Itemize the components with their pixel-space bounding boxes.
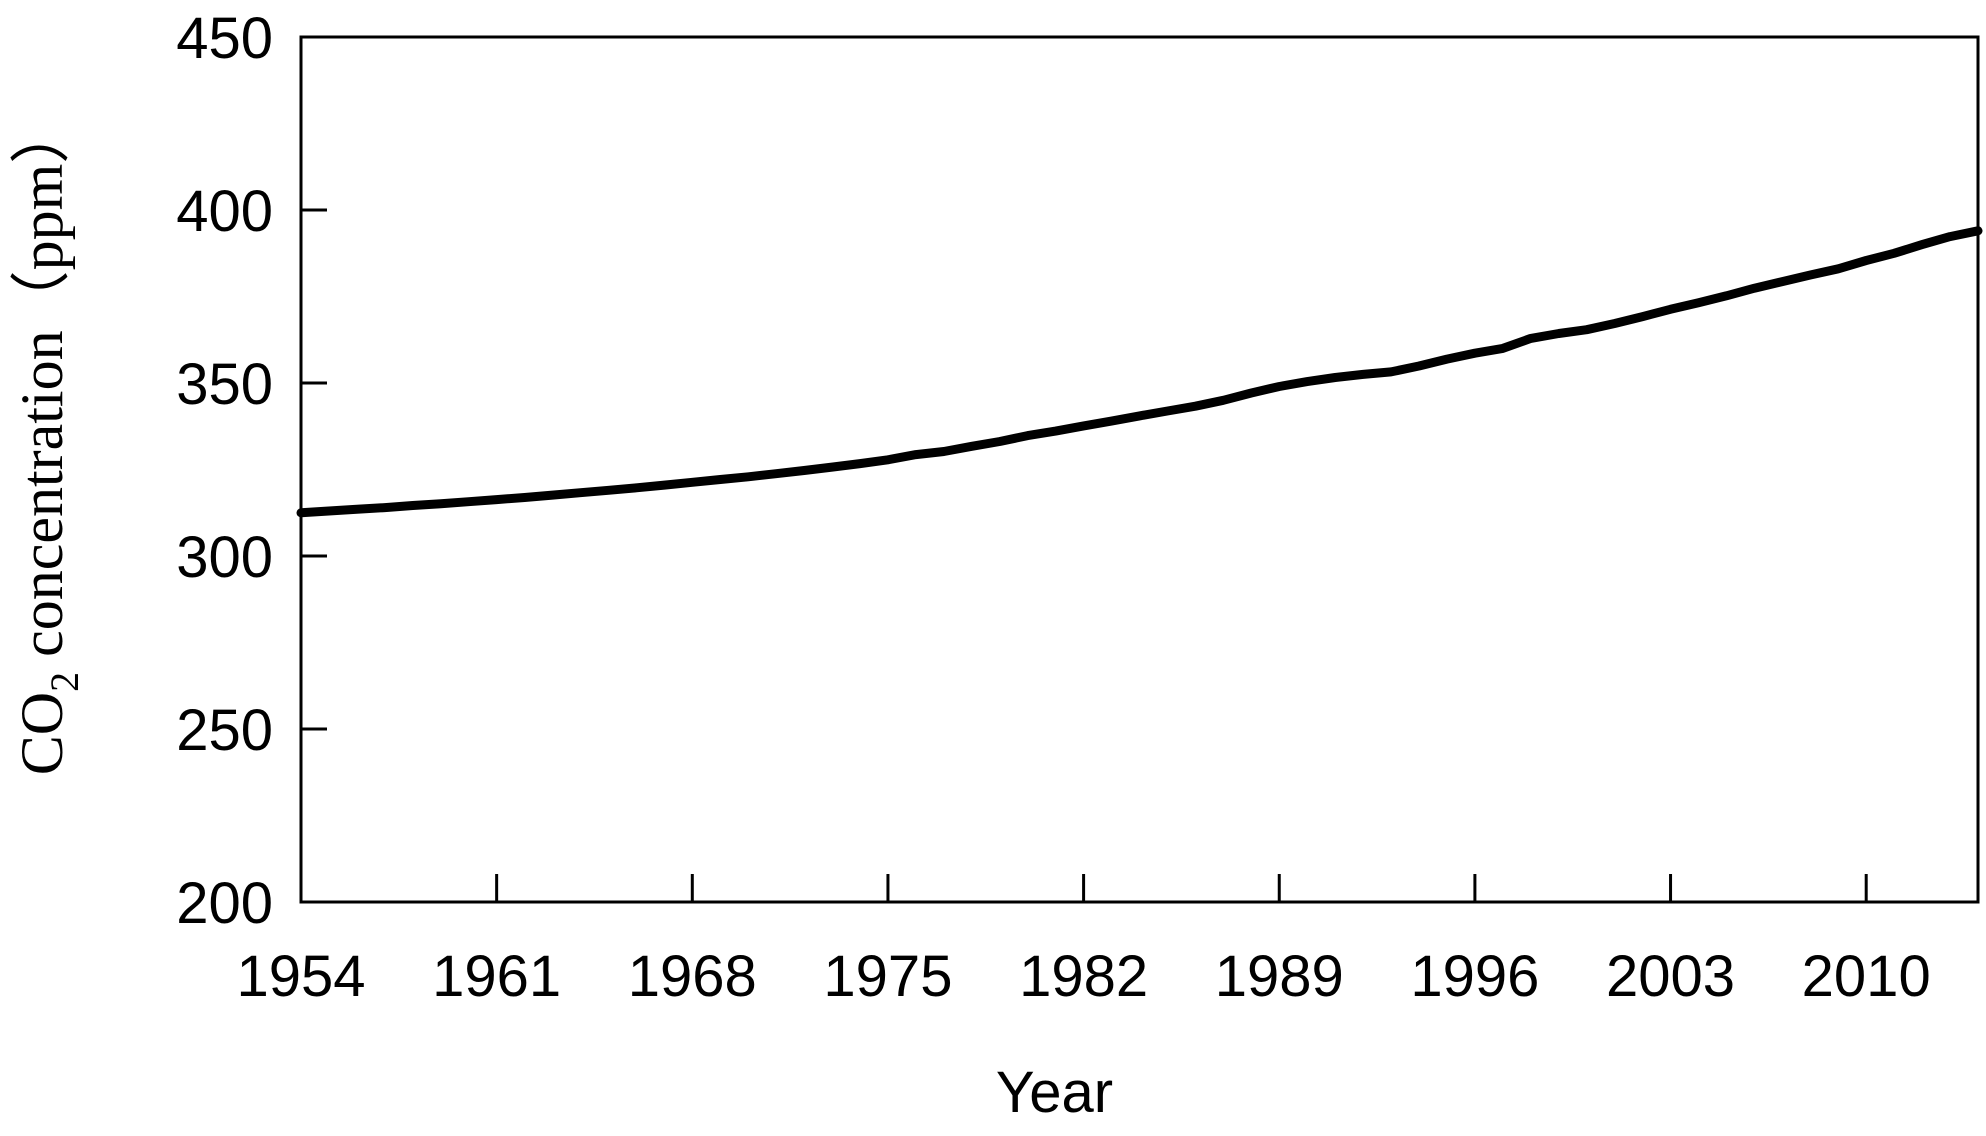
x-tick-label: 1968 [628,944,757,1009]
y-tick-label: 450 [176,6,273,71]
x-tick-label: 1982 [1019,944,1148,1009]
x-tick-label: 1989 [1215,944,1344,1009]
y-axis-title: CO2 concentration（ppm） [9,104,87,776]
co2-series-line [296,226,1983,518]
x-tick-label: 1954 [236,944,365,1009]
y-tick-label: 400 [176,179,273,244]
y-tick-label: 350 [176,352,273,417]
y-axis-title-main: CO [9,692,75,775]
x-tick-label: 1961 [432,944,561,1009]
x-tick-label: 2010 [1802,944,1931,1009]
y-tick-label: 300 [176,525,273,590]
y-axis-title-rest: concentration（ppm） [9,104,75,672]
y-axis-ticks: 200 250 300 350 400 450 [176,6,327,936]
x-tick-label: 1996 [1410,944,1539,1009]
x-tick-label: 1975 [823,944,952,1009]
x-tick-label: 2003 [1606,944,1735,1009]
x-axis-title: Year [996,1060,1113,1125]
x-axis-ticks: 1954 1961 1968 1975 1982 1989 1996 2003 2010 [236,874,1931,1009]
y-tick-label: 200 [176,871,273,936]
y-tick-label: 250 [176,698,273,763]
y-axis-title-subscript: 2 [42,672,87,692]
plot-frame [299,35,1980,904]
